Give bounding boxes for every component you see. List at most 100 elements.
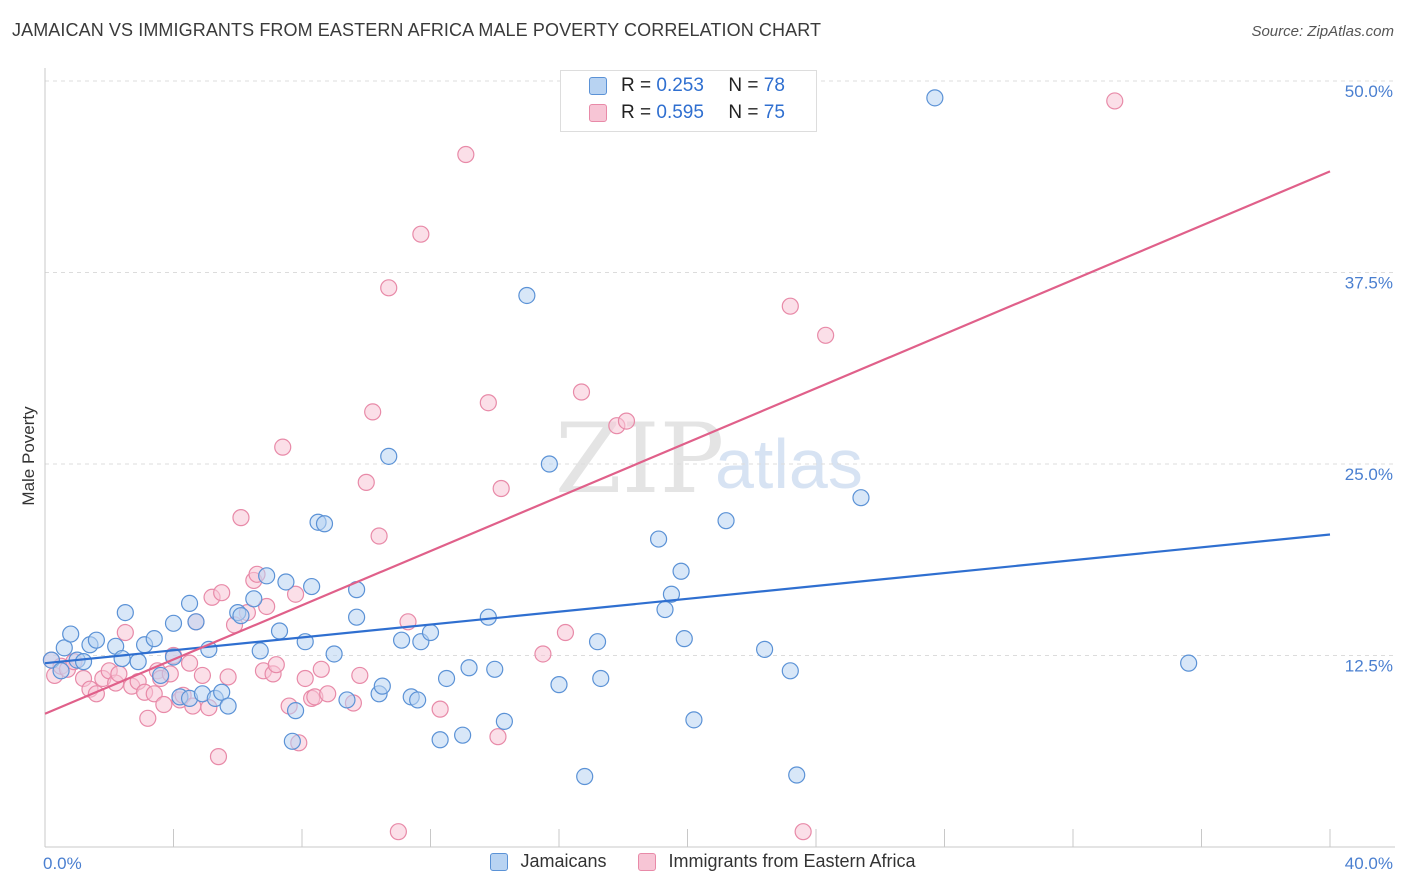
legend-n-label: N = bbox=[728, 75, 759, 96]
jamaicans-point bbox=[180, 594, 199, 613]
legend-n-value: 78 bbox=[763, 75, 785, 96]
jamaicans-point bbox=[145, 630, 163, 648]
bottom-legend: Jamaicans Immigrants from Eastern Africa bbox=[0, 851, 1406, 872]
source-label: Source: ZipAtlas.com bbox=[1251, 23, 1394, 40]
jamaicans-point bbox=[717, 512, 735, 530]
eastern-africa-point bbox=[412, 225, 430, 243]
jamaicans-point bbox=[656, 600, 674, 619]
eastern-africa-point bbox=[364, 403, 382, 421]
jamaicans-point bbox=[550, 676, 568, 694]
y-tick-label: 37.5% bbox=[1345, 274, 1393, 293]
jamaicans-point bbox=[1180, 654, 1198, 672]
bottom-legend-swatch-pink bbox=[638, 852, 657, 871]
jamaicans-point bbox=[852, 489, 870, 507]
jamaicans-point bbox=[187, 613, 205, 631]
jamaicans-point bbox=[55, 639, 73, 657]
legend-swatch-pink bbox=[589, 104, 607, 122]
eastern-africa-point bbox=[817, 326, 835, 344]
jamaicans-point bbox=[437, 669, 456, 688]
eastern-africa-point bbox=[534, 645, 552, 663]
eastern-africa-point bbox=[219, 668, 237, 686]
jamaicans-point bbox=[338, 691, 356, 709]
eastern-africa-point bbox=[492, 479, 510, 498]
legend-n-label: N = bbox=[728, 102, 759, 123]
jamaicans-point bbox=[251, 642, 269, 660]
eastern-africa-point bbox=[213, 584, 231, 602]
jamaicans-point bbox=[258, 567, 276, 585]
bottom-legend-label: Jamaicans bbox=[520, 851, 607, 871]
eastern-africa-point bbox=[139, 709, 157, 727]
chart-title: JAMAICAN VS IMMIGRANTS FROM EASTERN AFRI… bbox=[12, 20, 822, 40]
series-eastern-africa-points bbox=[42, 92, 1124, 841]
jamaicans-point bbox=[113, 649, 131, 668]
bottom-legend-eastern-africa: Immigrants from Eastern Africa bbox=[638, 851, 916, 872]
jamaicans-point bbox=[755, 640, 774, 658]
eastern-africa-point bbox=[457, 145, 475, 164]
jamaicans-point bbox=[454, 726, 472, 744]
eastern-africa-point bbox=[258, 597, 276, 616]
eastern-africa-point bbox=[145, 685, 163, 703]
gridlines bbox=[45, 80, 1395, 656]
legend-row-jamaicans: R = 0.253 N = 78 bbox=[589, 73, 785, 99]
jamaicans-point bbox=[74, 653, 93, 671]
jamaicans-point bbox=[675, 630, 693, 648]
eastern-africa-point bbox=[357, 473, 375, 491]
x-tick-labels: 0.0% 40.0% bbox=[43, 854, 1393, 873]
eastern-africa-point bbox=[617, 412, 636, 430]
jamaicans-point bbox=[926, 89, 944, 107]
y-tick-label: 25.0% bbox=[1345, 465, 1393, 484]
y-axis-label: Male Poverty bbox=[19, 406, 38, 506]
jamaicans-point bbox=[672, 562, 690, 580]
y-tick-labels: 12.5% 25.0% 37.5% 50.0% bbox=[1345, 82, 1393, 676]
jamaicans-point bbox=[213, 683, 231, 701]
eastern-africa-point bbox=[312, 660, 330, 678]
eastern-africa-point bbox=[781, 297, 799, 315]
eastern-africa-point bbox=[431, 700, 449, 718]
eastern-africa-point bbox=[319, 685, 337, 703]
eastern-africa-point bbox=[116, 623, 134, 642]
jamaicans-point bbox=[421, 623, 440, 642]
jamaicans-point bbox=[283, 732, 301, 750]
jamaicans-point bbox=[348, 608, 366, 626]
legend-swatch-blue bbox=[589, 77, 607, 95]
jamaicans-point bbox=[392, 631, 411, 649]
eastern-africa-point bbox=[286, 585, 305, 603]
legend-r-value: 0.253 bbox=[656, 75, 704, 96]
legend-r-label: R = bbox=[621, 75, 652, 96]
jamaicans-point bbox=[245, 590, 263, 608]
series-jamaicans-points bbox=[42, 89, 1198, 786]
jamaicans-point bbox=[592, 669, 610, 688]
eastern-africa-point bbox=[1106, 92, 1124, 110]
legend-row-eastern-africa: R = 0.595 N = 75 bbox=[589, 100, 785, 126]
y-tick-label: 12.5% bbox=[1345, 657, 1393, 676]
legend-r-value: 0.595 bbox=[656, 102, 704, 123]
watermark-zip: ZIP bbox=[555, 403, 724, 515]
jamaicans-point bbox=[303, 577, 321, 596]
legend-n-value: 75 bbox=[763, 102, 785, 123]
eastern-africa-point bbox=[351, 666, 369, 685]
jamaicans-point bbox=[431, 731, 449, 749]
jamaicans-point bbox=[486, 660, 504, 678]
legend: R = 0.253 N = 78 R = 0.595 N = 75 bbox=[560, 70, 817, 132]
jamaicans-point bbox=[685, 711, 703, 729]
bottom-legend-label: Immigrants from Eastern Africa bbox=[668, 851, 916, 871]
eastern-africa-point bbox=[267, 656, 285, 674]
jamaicans-point bbox=[116, 604, 134, 622]
eastern-africa-point bbox=[180, 654, 199, 672]
bottom-legend-swatch-blue bbox=[490, 852, 509, 871]
eastern-africa-point bbox=[232, 509, 250, 527]
jamaicans-point bbox=[315, 515, 334, 533]
jamaicans-point bbox=[460, 659, 478, 677]
jamaicans-point bbox=[286, 702, 305, 720]
jamaicans-point bbox=[781, 662, 799, 680]
eastern-africa-point bbox=[209, 748, 228, 766]
jamaicans-point bbox=[87, 631, 106, 649]
jamaicans-point bbox=[277, 573, 295, 591]
jamaicans-point bbox=[409, 691, 427, 709]
eastern-africa-point bbox=[370, 527, 388, 545]
jamaicans-point bbox=[576, 767, 594, 786]
eastern-africa-point bbox=[296, 669, 314, 688]
jamaicans-point bbox=[52, 662, 70, 680]
jamaicans-point bbox=[662, 585, 681, 603]
